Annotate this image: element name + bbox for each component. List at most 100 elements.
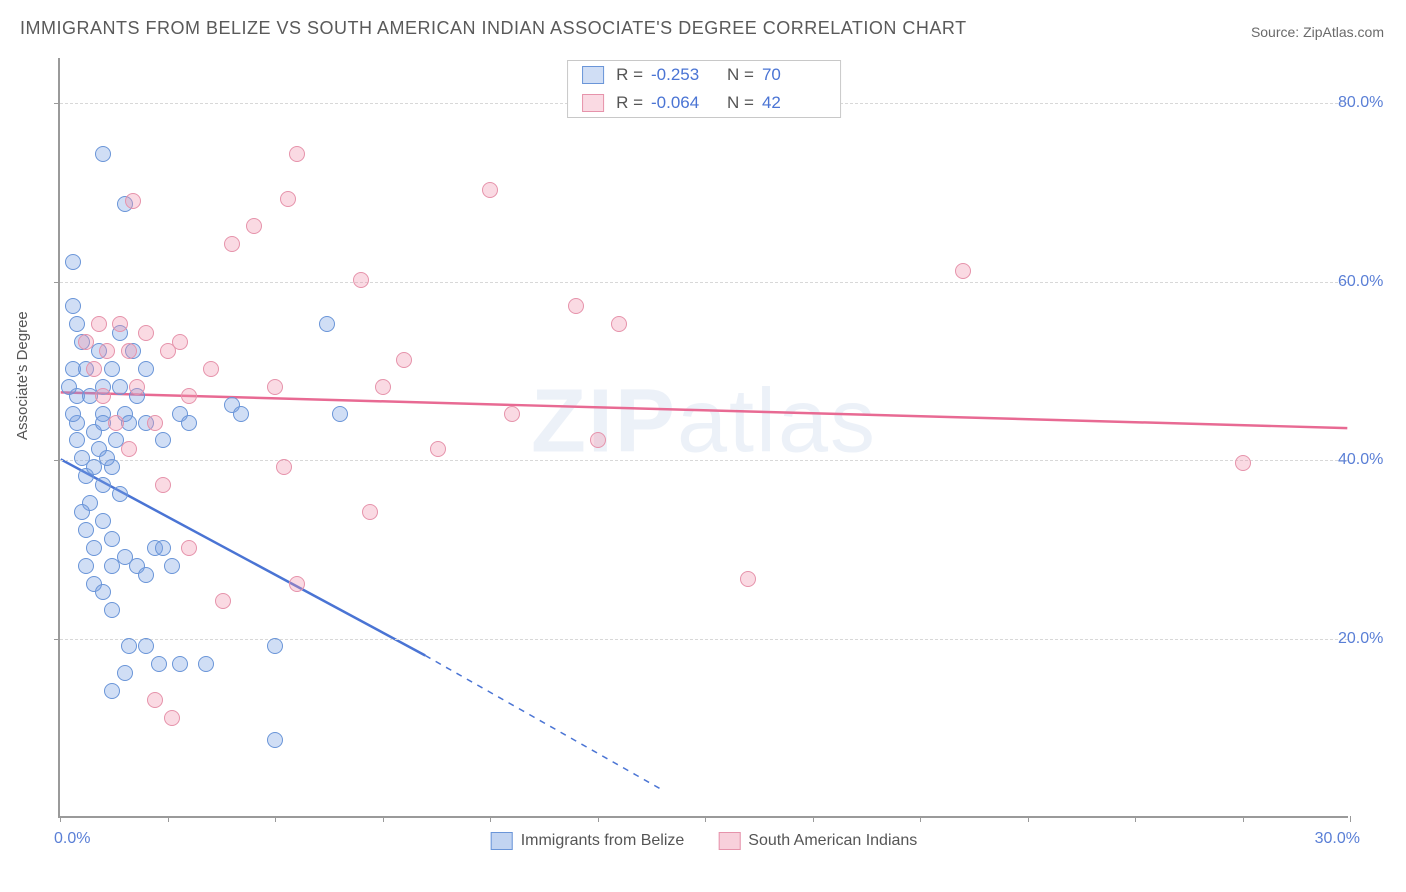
watermark-bold: ZIP: [531, 371, 677, 471]
data-point: [246, 218, 262, 234]
data-point: [1235, 455, 1251, 471]
legend-correlation-row: R =-0.253N =70: [568, 61, 840, 89]
data-point: [91, 316, 107, 332]
n-label: N =: [727, 93, 754, 113]
data-point: [740, 571, 756, 587]
legend-swatch: [491, 832, 513, 850]
y-tick-mark: [54, 282, 60, 283]
x-tick-mark: [1135, 816, 1136, 822]
x-tick-mark: [705, 816, 706, 822]
x-tick-mark: [1350, 816, 1351, 822]
gridline-h: [60, 460, 1348, 461]
x-tick-mark: [60, 816, 61, 822]
data-point: [280, 191, 296, 207]
data-point: [104, 531, 120, 547]
data-point: [504, 406, 520, 422]
r-label: R =: [616, 93, 643, 113]
x-axis-min-label: 0.0%: [54, 830, 90, 848]
data-point: [86, 459, 102, 475]
legend-series-label: Immigrants from Belize: [521, 832, 685, 850]
legend-swatch: [582, 94, 604, 112]
legend-series: Immigrants from Belize South American Ind…: [491, 832, 918, 850]
data-point: [138, 638, 154, 654]
n-label: N =: [727, 65, 754, 85]
data-point: [611, 316, 627, 332]
data-point: [267, 379, 283, 395]
y-tick-label: 20.0%: [1338, 630, 1398, 648]
data-point: [147, 415, 163, 431]
y-tick-mark: [54, 639, 60, 640]
data-point: [568, 298, 584, 314]
x-tick-mark: [1028, 816, 1029, 822]
data-point: [78, 522, 94, 538]
data-point: [215, 593, 231, 609]
data-point: [332, 406, 348, 422]
data-point: [164, 558, 180, 574]
data-point: [104, 683, 120, 699]
data-point: [99, 343, 115, 359]
x-axis-max-label: 30.0%: [1315, 830, 1360, 848]
data-point: [289, 576, 305, 592]
data-point: [86, 540, 102, 556]
data-point: [319, 316, 335, 332]
data-point: [95, 513, 111, 529]
data-point: [267, 732, 283, 748]
data-point: [172, 656, 188, 672]
data-point: [224, 236, 240, 252]
y-tick-label: 80.0%: [1338, 94, 1398, 112]
trend-lines: [60, 58, 1348, 816]
x-tick-mark: [275, 816, 276, 822]
data-point: [155, 477, 171, 493]
data-point: [353, 272, 369, 288]
data-point: [955, 263, 971, 279]
data-point: [181, 388, 197, 404]
data-point: [430, 441, 446, 457]
data-point: [121, 638, 137, 654]
legend-swatch: [582, 66, 604, 84]
data-point: [65, 298, 81, 314]
data-point: [104, 361, 120, 377]
data-point: [198, 656, 214, 672]
source-label: Source: ZipAtlas.com: [1251, 24, 1384, 40]
data-point: [125, 193, 141, 209]
legend-series-label: South American Indians: [748, 832, 917, 850]
x-tick-mark: [813, 816, 814, 822]
data-point: [362, 504, 378, 520]
data-point: [482, 182, 498, 198]
n-value: 42: [762, 93, 826, 113]
data-point: [138, 325, 154, 341]
data-point: [69, 432, 85, 448]
y-tick-mark: [54, 460, 60, 461]
data-point: [590, 432, 606, 448]
legend-correlation-row: R = -0.064 N = 42: [568, 89, 840, 117]
data-point: [155, 540, 171, 556]
n-value: 70: [762, 65, 826, 85]
data-point: [289, 146, 305, 162]
data-point: [164, 710, 180, 726]
legend-correlation: R =-0.253N =70R =-0.064N =42: [567, 60, 841, 118]
data-point: [112, 316, 128, 332]
r-value: -0.064: [651, 93, 715, 113]
x-tick-mark: [490, 816, 491, 822]
data-point: [112, 486, 128, 502]
data-point: [151, 656, 167, 672]
watermark-rest: atlas: [677, 371, 877, 471]
watermark: ZIPatlas: [531, 370, 877, 473]
x-tick-mark: [920, 816, 921, 822]
data-point: [112, 379, 128, 395]
data-point: [69, 316, 85, 332]
data-point: [108, 415, 124, 431]
data-point: [121, 441, 137, 457]
gridline-h: [60, 639, 1348, 640]
data-point: [375, 379, 391, 395]
r-label: R =: [616, 65, 643, 85]
data-point: [276, 459, 292, 475]
chart-title: IMMIGRANTS FROM BELIZE VS SOUTH AMERICAN…: [20, 18, 967, 39]
legend-swatch: [718, 832, 740, 850]
data-point: [267, 638, 283, 654]
x-tick-mark: [383, 816, 384, 822]
data-point: [78, 334, 94, 350]
data-point: [95, 146, 111, 162]
legend-series-item: Immigrants from Belize: [491, 832, 685, 850]
gridline-h: [60, 282, 1348, 283]
